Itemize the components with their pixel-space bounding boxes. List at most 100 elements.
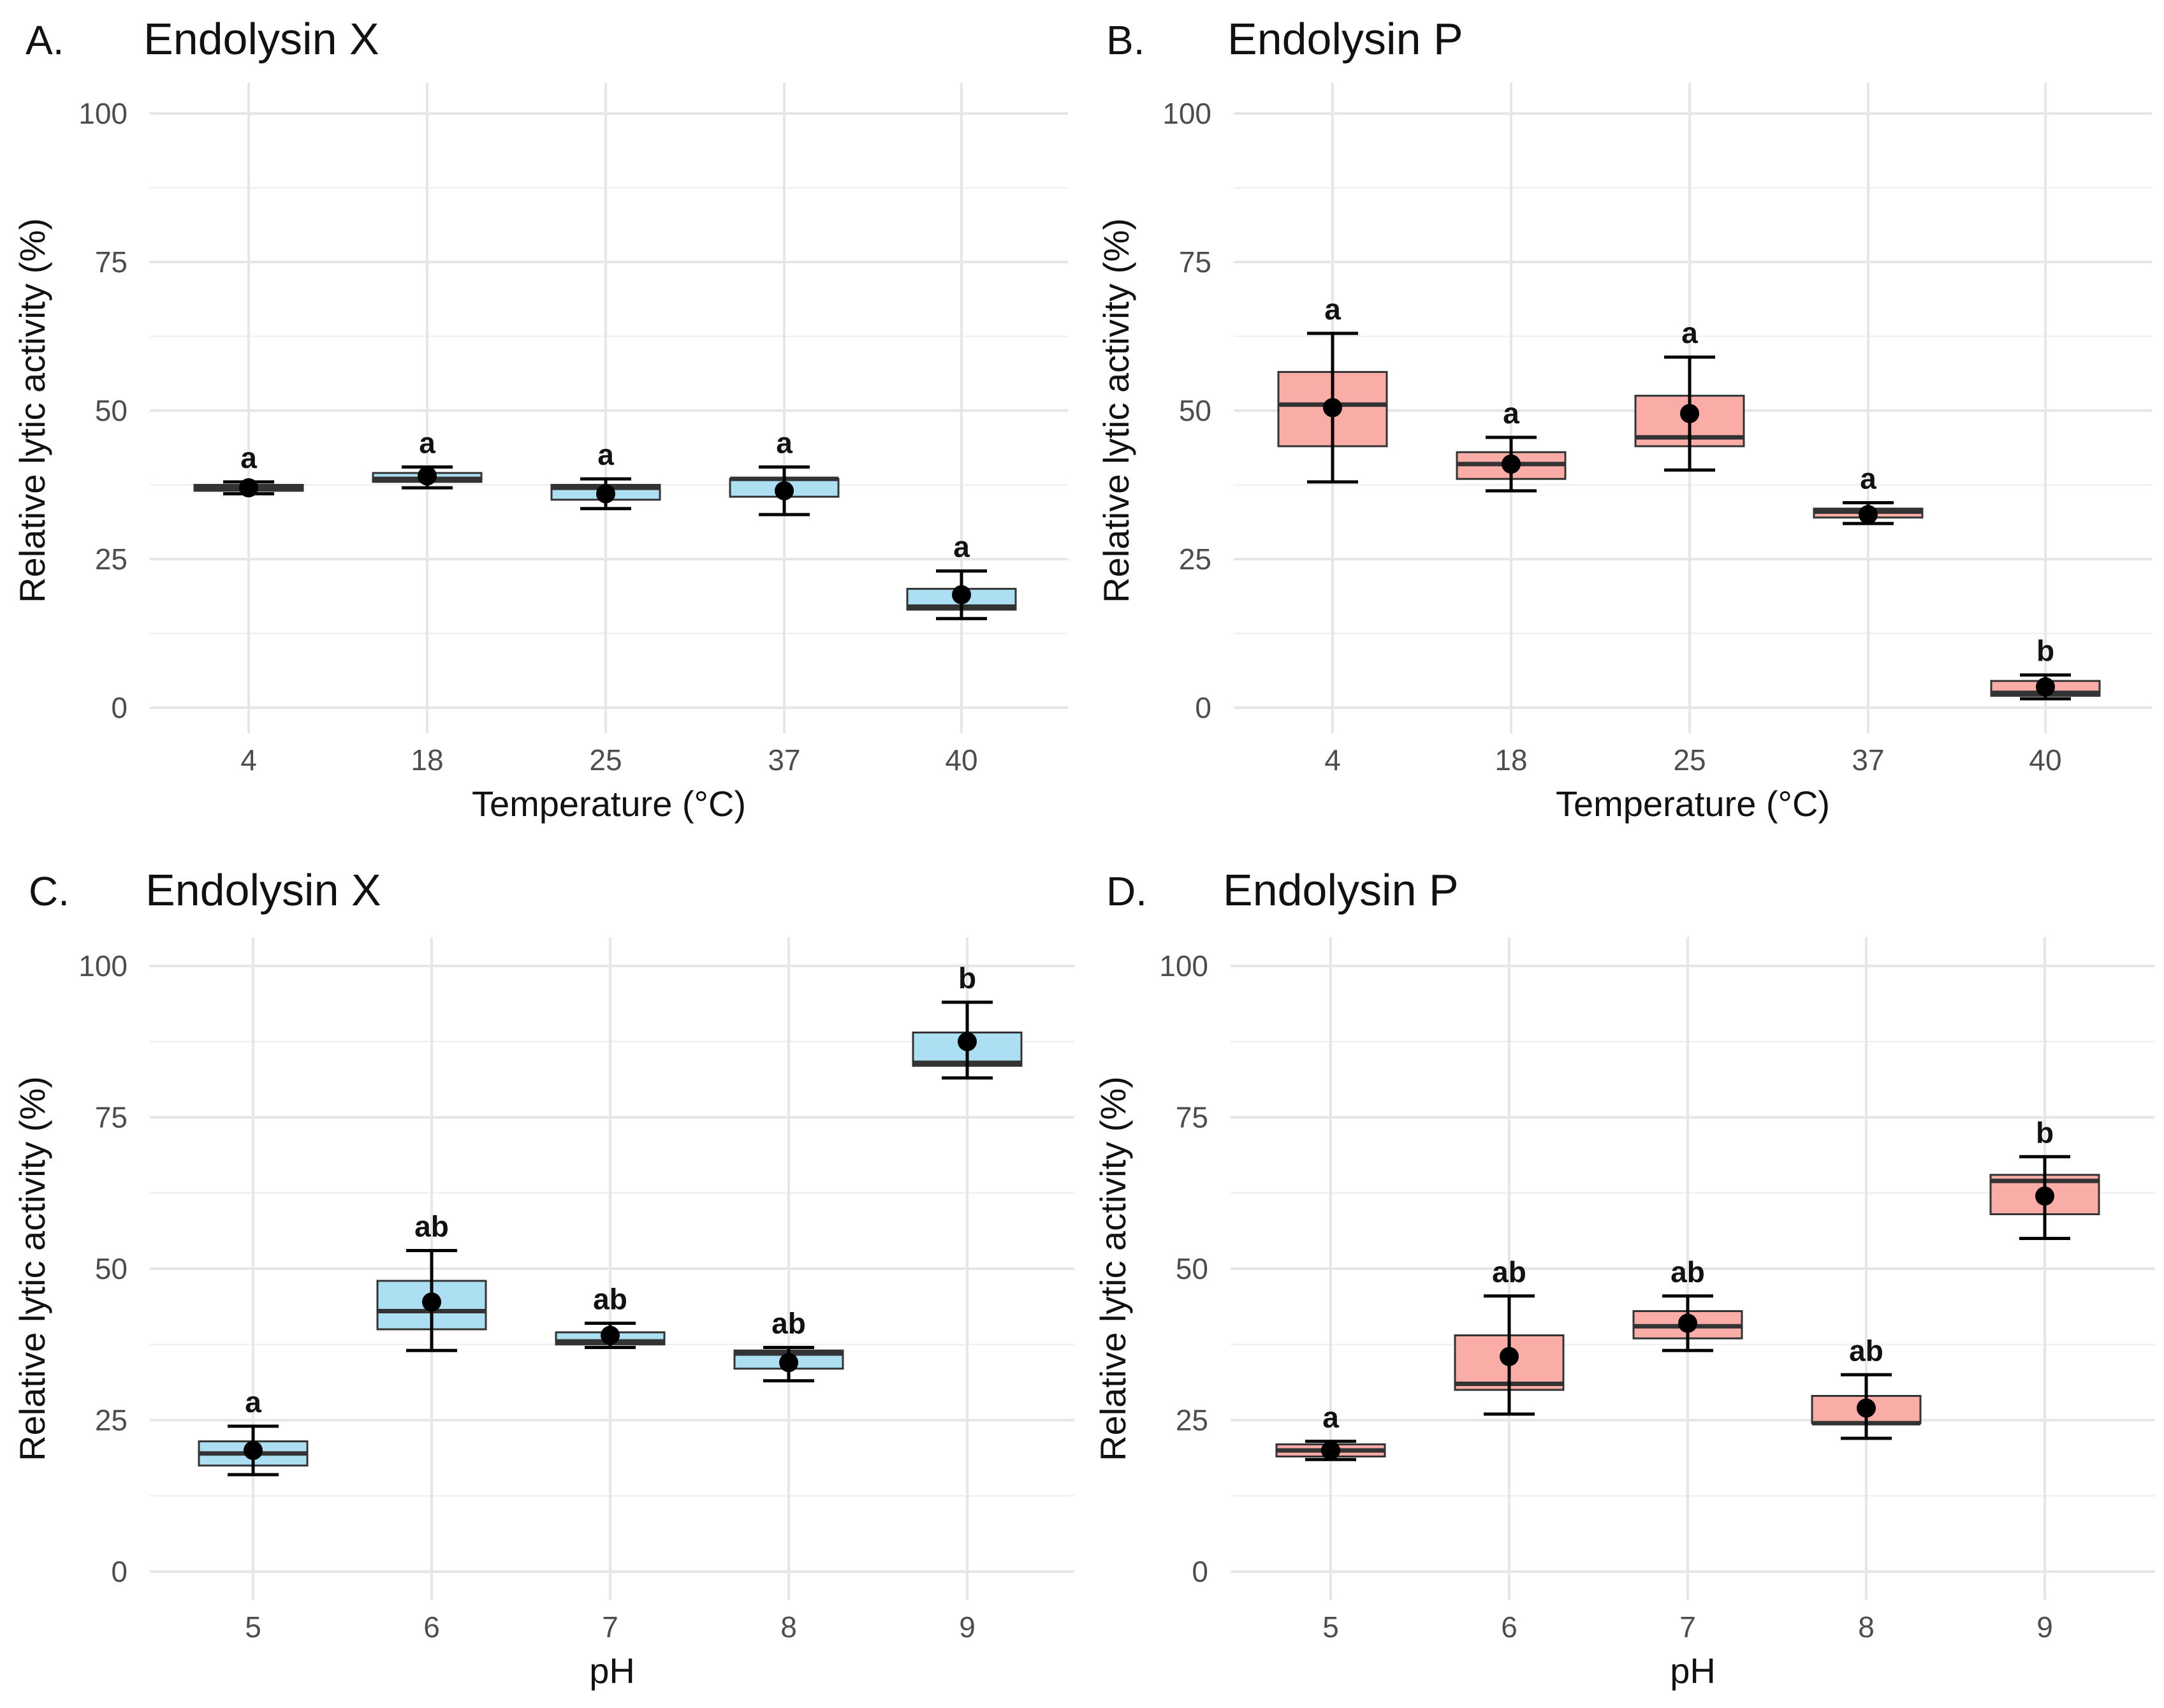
panel-letter: A. [26, 17, 64, 63]
mean-point [779, 1353, 798, 1373]
mean-point [418, 466, 437, 486]
mean-point [958, 1032, 977, 1051]
significance-label: a [1324, 293, 1341, 326]
significance-label: ab [1849, 1334, 1883, 1367]
mean-point [1857, 1398, 1876, 1418]
significance-label: a [1681, 316, 1698, 349]
panel-letter: D. [1106, 868, 1147, 914]
y-tick-label: 100 [78, 949, 128, 982]
x-tick-label: 7 [602, 1610, 618, 1644]
x-axis-title: pH [1670, 1651, 1716, 1691]
box-37: a [1813, 462, 1924, 525]
significance-label: ab [771, 1307, 806, 1340]
significance-label: ab [1671, 1255, 1705, 1288]
box-18: a [372, 427, 483, 490]
x-axis-title: Temperature (°C) [472, 784, 746, 824]
x-tick-label: 25 [589, 743, 622, 777]
x-tick-label: 6 [1501, 1610, 1517, 1644]
panel-title: Endolysin X [145, 865, 381, 915]
y-tick-label: 25 [1176, 1404, 1208, 1437]
panel-letter: B. [1106, 17, 1144, 63]
box-8: ab [733, 1307, 844, 1383]
mean-point [2035, 1186, 2054, 1206]
significance-label: a [1503, 397, 1519, 430]
box-18: a [1456, 397, 1567, 493]
significance-label: a [597, 438, 614, 471]
x-tick-label: 40 [945, 743, 977, 777]
y-tick-label: 0 [1195, 691, 1211, 724]
mean-point [422, 1292, 441, 1312]
y-tick-label: 100 [78, 97, 128, 130]
significance-label: a [1322, 1401, 1339, 1434]
box-6: ab [376, 1210, 487, 1352]
y-tick-label: 25 [95, 543, 128, 576]
significance-label: ab [593, 1283, 627, 1316]
x-tick-label: 4 [1324, 743, 1341, 777]
significance-label: a [419, 427, 435, 460]
y-tick-label: 75 [1176, 1101, 1208, 1134]
x-tick-label: 18 [411, 743, 443, 777]
significance-label: a [776, 427, 793, 460]
mean-point [1321, 1441, 1340, 1460]
y-axis-title: Relative lytic activity (%) [1096, 218, 1136, 603]
mean-point [244, 1441, 263, 1460]
box-7: ab [555, 1283, 666, 1349]
significance-label: b [2036, 1116, 2054, 1149]
y-tick-label: 75 [1179, 245, 1211, 279]
box-9: b [1989, 1116, 2100, 1240]
x-tick-label: 5 [245, 1610, 261, 1644]
box-40: a [906, 530, 1017, 620]
x-tick-label: 18 [1495, 743, 1527, 777]
mean-point [1859, 505, 1878, 525]
box-40: b [1990, 634, 2101, 701]
mean-point [601, 1325, 620, 1345]
significance-label: ab [1492, 1255, 1526, 1288]
mean-point [1680, 404, 1699, 423]
mean-point [596, 484, 615, 504]
significance-label: ab [414, 1210, 449, 1243]
panel-title: Endolysin X [143, 14, 379, 64]
mean-point [2036, 677, 2055, 697]
x-tick-label: 4 [240, 743, 257, 777]
y-tick-label: 50 [95, 1252, 128, 1285]
y-tick-label: 75 [95, 1101, 128, 1134]
x-tick-label: 37 [768, 743, 800, 777]
box-9: b [912, 961, 1023, 1080]
box-25: a [1634, 316, 1745, 472]
mean-point [1502, 454, 1521, 474]
x-tick-label: 9 [959, 1610, 976, 1644]
significance-label: b [958, 961, 976, 995]
box-5: a [1275, 1401, 1386, 1461]
y-axis-title: Relative lytic activity (%) [1093, 1076, 1133, 1461]
mean-point [1323, 398, 1342, 418]
panel-a: 0 25 50 75 100 4 18 25 37 40 Temperature (°C) Relat… [12, 14, 1068, 824]
mean-point [952, 585, 971, 604]
x-tick-label: 9 [2036, 1610, 2053, 1644]
mean-point [1500, 1347, 1519, 1366]
significance-label: a [245, 1385, 261, 1419]
panel-d: 0 25 50 75 100 5 6 7 8 9 pH Relative lytic activity… [1093, 865, 2155, 1691]
y-axis-title: Relative lytic activity (%) [12, 218, 52, 603]
box-4: a [1277, 293, 1388, 484]
mean-point [239, 478, 258, 498]
box-5: a [198, 1385, 309, 1477]
y-tick-label: 25 [95, 1404, 128, 1437]
x-tick-label: 5 [1322, 1610, 1339, 1644]
y-tick-label: 50 [1179, 394, 1211, 427]
significance-label: b [2036, 634, 2054, 668]
significance-label: a [1860, 462, 1876, 495]
mean-point [775, 481, 794, 500]
mean-point [1678, 1313, 1697, 1333]
x-tick-label: 40 [2029, 743, 2061, 777]
x-tick-label: 8 [1858, 1610, 1875, 1644]
x-tick-label: 25 [1673, 743, 1706, 777]
x-axis-title: Temperature (°C) [1556, 784, 1830, 824]
y-tick-label: 75 [95, 245, 128, 279]
panel-c: 0 25 50 75 100 5 6 7 8 9 pH Relative lytic activity… [12, 865, 1074, 1691]
y-tick-label: 50 [95, 394, 128, 427]
x-tick-label: 7 [1679, 1610, 1696, 1644]
box-25: a [550, 438, 661, 511]
x-tick-label: 8 [780, 1610, 797, 1644]
y-tick-label: 25 [1179, 543, 1211, 576]
